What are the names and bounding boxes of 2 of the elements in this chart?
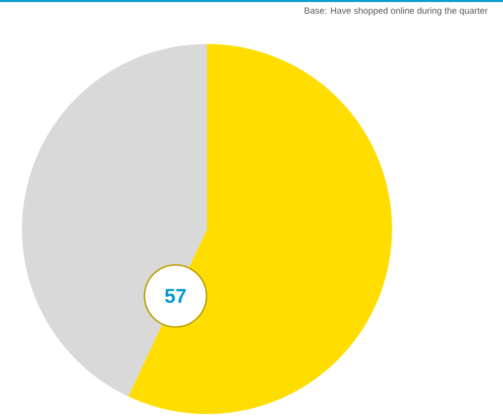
data-label: 57 (165, 289, 186, 303)
text: Base: Have shopped online during the quarter (304, 7, 488, 16)
